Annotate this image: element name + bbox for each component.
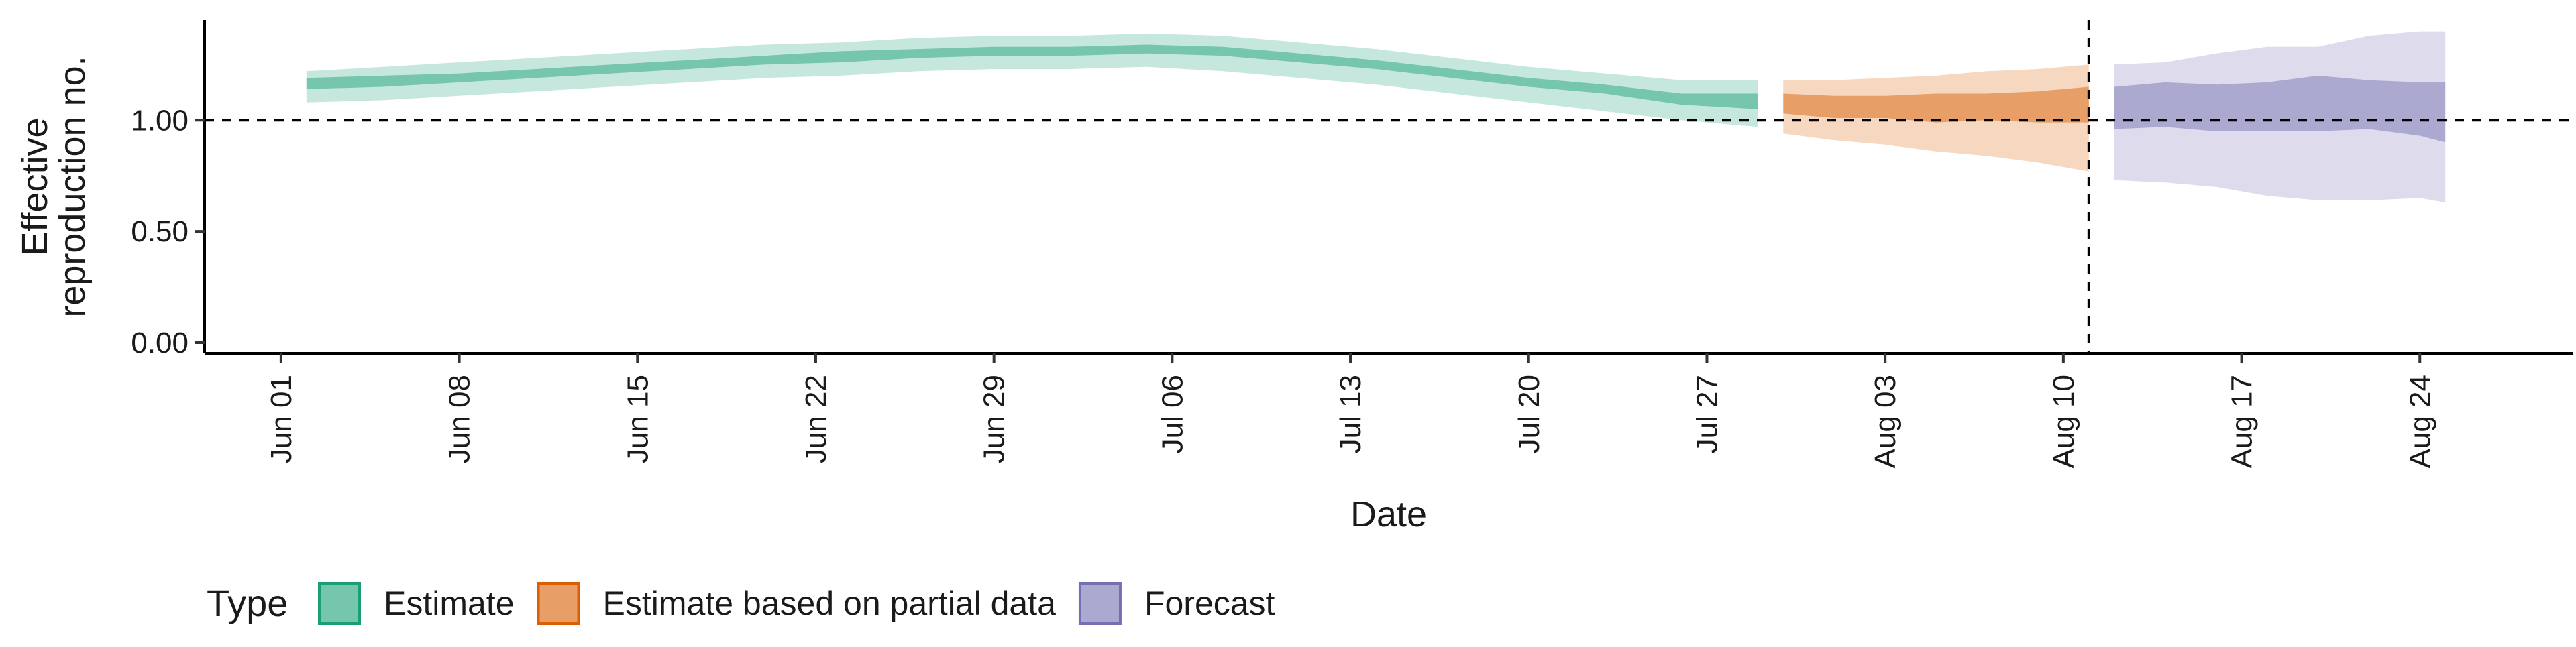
band-layer [306, 31, 2446, 202]
x-tick-label: Jun 15 [621, 375, 654, 463]
legend: Type Estimate Estimate based on partial da… [207, 582, 1275, 625]
y-axis-title-line: Effective [15, 117, 55, 255]
x-tick-label: Aug 03 [1869, 375, 1902, 468]
x-tick-label: Jun 29 [978, 375, 1011, 463]
inner-band-1 [1783, 86, 2089, 123]
y-tick-label: 1.00 [131, 104, 189, 137]
legend-title: Type [207, 582, 288, 624]
x-tick-label: Jul 27 [1690, 375, 1723, 453]
y-tick-label: 0.50 [131, 215, 189, 248]
x-tick-label: Jun 08 [443, 375, 476, 463]
y-axis-title: Effectivereproduction no. [15, 56, 93, 317]
reference-lines [205, 20, 2573, 353]
legend-label: Estimate [384, 585, 515, 622]
x-axis-title: Date [1350, 494, 1427, 534]
x-tick-label: Aug 24 [2404, 375, 2436, 468]
x-tick-label: Aug 10 [2047, 375, 2080, 468]
inner-band-2 [2114, 75, 2446, 143]
inner-band-0 [306, 44, 1758, 109]
x-tick-label: Jun 22 [800, 375, 833, 463]
y-axis-ticks: 0.00 0.50 1.00 [131, 104, 205, 359]
x-tick-label: Jun 01 [265, 375, 298, 463]
x-axis-ticks: Jun 01 Jun 08 Jun 15 Jun 22 Jun 29 Jul 06 Jul … [265, 353, 2436, 468]
x-tick-label: Jul 20 [1513, 375, 1546, 453]
legend-label: Estimate based on partial data [603, 585, 1057, 622]
y-axis-title-line: reproduction no. [52, 56, 93, 317]
outer-band-0 [306, 33, 1758, 127]
legend-key [1078, 582, 1122, 625]
legend-label: Forecast [1144, 585, 1275, 622]
x-tick-label: Aug 17 [2226, 375, 2259, 468]
axes [203, 20, 2573, 355]
y-tick-label: 0.00 [131, 327, 189, 359]
legend-key [318, 582, 361, 625]
x-tick-label: Jul 06 [1156, 375, 1189, 453]
legend-key [537, 582, 580, 625]
x-tick-label: Jul 13 [1334, 375, 1367, 453]
